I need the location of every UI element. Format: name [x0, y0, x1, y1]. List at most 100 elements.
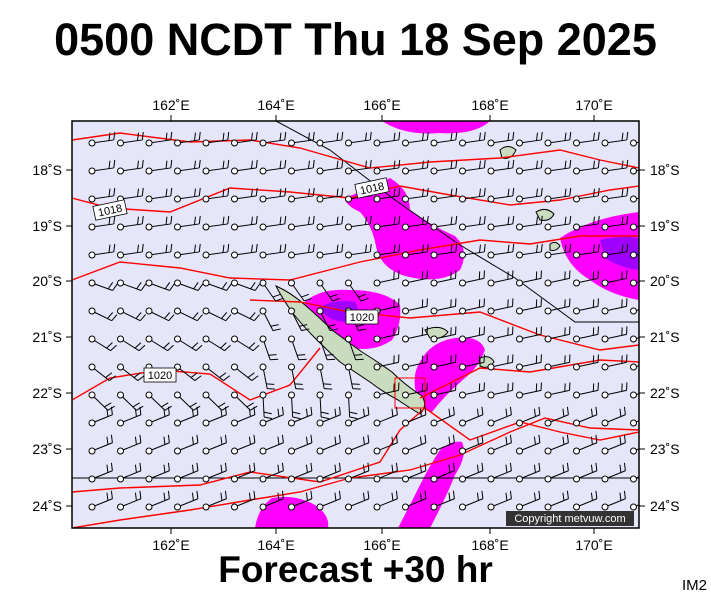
wind-barb: [630, 167, 639, 175]
wind-barb: [573, 243, 600, 259]
wind-barb: [459, 131, 486, 147]
wind-barb: [459, 187, 486, 203]
wind-barb: [601, 462, 626, 483]
wind-barb: [174, 243, 201, 259]
wind-barb: [117, 279, 147, 291]
isobar-label-text: 1020: [148, 370, 172, 382]
wind-barb: [373, 354, 400, 371]
wind-barb: [430, 326, 457, 343]
product-code: IM2: [682, 577, 708, 594]
longitude-label-top: 164˚E: [257, 97, 294, 113]
wind-barb: [316, 279, 341, 302]
wind-barb: [145, 187, 173, 203]
wind-barb: [487, 434, 512, 455]
wind-barb: [145, 243, 173, 259]
wind-barb: [88, 335, 117, 352]
isobar-label: 1020: [345, 309, 379, 325]
wind-barb: [259, 243, 287, 259]
wind-barb: [630, 447, 639, 455]
wind-barb: [544, 406, 569, 427]
latitude-label-right: 19˚S: [650, 218, 680, 234]
wind-barb: [573, 462, 598, 483]
wind-barb: [630, 223, 639, 231]
wind-barb: [259, 490, 284, 511]
isobar-label: 1020: [143, 367, 177, 383]
latitude-label-left: 21˚S: [32, 329, 62, 345]
wind-barb: [573, 490, 598, 511]
wind-barb: [516, 298, 542, 315]
wind-barb: [430, 215, 458, 231]
wind-barb: [402, 131, 429, 147]
wind-barb: [373, 434, 398, 455]
wind-barb: [288, 363, 304, 390]
wind-barb: [373, 462, 398, 483]
wind-barb: [487, 298, 514, 315]
wind-barb: [288, 406, 313, 427]
wind-barb: [145, 462, 170, 483]
wind-barb: [402, 215, 429, 231]
isobar-label-text: 1020: [350, 312, 374, 324]
wind-barb: [145, 406, 170, 427]
wind-barb: [459, 159, 486, 175]
rain-area-east: [560, 212, 639, 300]
wind-barb: [487, 159, 515, 175]
isobars: [72, 132, 639, 528]
wind-barb: [316, 434, 341, 455]
wind-barb: [516, 187, 543, 203]
longitude-label-top: 168˚E: [471, 97, 508, 113]
wind-barb: [516, 159, 543, 175]
wind-barb: [373, 131, 401, 147]
wind-barb: [316, 490, 341, 511]
wind-barb: [288, 335, 307, 361]
island-vanuatu-1: [499, 146, 517, 159]
longitude-label-bottom: 162˚E: [152, 537, 189, 553]
wind-barb: [373, 382, 400, 399]
forecast-label: Forecast +30 hr: [218, 549, 493, 590]
longitude-label-bottom: 168˚E: [471, 537, 508, 553]
wind-barb: [601, 270, 628, 287]
wind-barb: [630, 279, 639, 287]
wind-barb: [316, 363, 333, 390]
wind-barb: [516, 406, 541, 427]
wind-barb: [430, 382, 457, 399]
wind-barb: [117, 335, 146, 352]
wind-barb: [288, 243, 315, 259]
wind-barb: [117, 159, 144, 175]
wind-barb: [88, 159, 116, 175]
wind-barb: [487, 354, 514, 371]
wind-barb: [373, 215, 401, 231]
wind-barb: [630, 251, 639, 259]
isobar-label-text: 1018: [359, 181, 385, 198]
rain-area-southwest: [255, 496, 329, 528]
latitude-label-right: 21˚S: [650, 329, 680, 345]
wind-barb: [231, 131, 258, 147]
wind-barb: [487, 382, 514, 399]
wind-barb: [430, 131, 458, 147]
boundary-lines: [72, 121, 639, 479]
wind-barb: [630, 307, 639, 315]
wind-barb: [601, 215, 629, 231]
wind-barb: [316, 215, 344, 231]
wind-barb: [259, 159, 287, 175]
wind-barb: [202, 434, 227, 455]
wind-barb: [430, 434, 455, 455]
wind-barb: [288, 434, 313, 455]
copyright-box: [506, 511, 634, 526]
wind-barb: [373, 406, 398, 427]
wind-barb: [459, 298, 485, 315]
wind-barb: [145, 279, 175, 291]
wind-barb: [202, 406, 227, 427]
wind-barb: [516, 243, 543, 259]
wind-barb: [487, 462, 512, 483]
wind-barb: [117, 363, 145, 381]
wind-barb: [345, 363, 361, 390]
isobar-line: [249, 299, 639, 351]
wind-barb: [231, 434, 256, 455]
wind-barb: [544, 490, 569, 511]
wind-barb: [88, 187, 116, 203]
wind-barb: [601, 131, 629, 147]
wind-barb: [544, 159, 572, 175]
wind-barb: [373, 326, 400, 343]
wind-barb: [259, 131, 287, 147]
latitude-label-left: 19˚S: [32, 218, 62, 234]
